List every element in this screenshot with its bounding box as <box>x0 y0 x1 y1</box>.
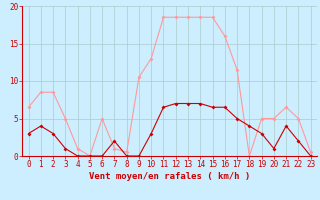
X-axis label: Vent moyen/en rafales ( km/h ): Vent moyen/en rafales ( km/h ) <box>89 172 250 181</box>
